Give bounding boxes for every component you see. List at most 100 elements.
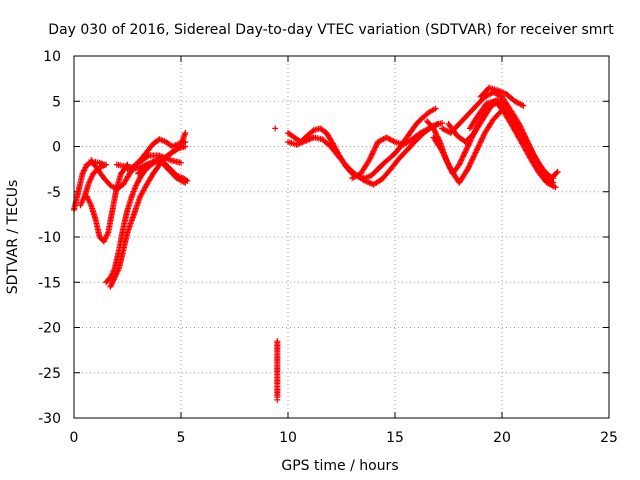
- data-point: [372, 144, 379, 151]
- data-point: [461, 150, 468, 157]
- data-point: [366, 157, 373, 164]
- data-point: [469, 156, 476, 163]
- y-tick-label: -15: [38, 275, 61, 291]
- y-axis-label: SDTVAR / TECUs: [5, 180, 21, 295]
- data-point: [439, 119, 446, 126]
- data-point: [474, 145, 481, 152]
- data-point: [367, 154, 374, 161]
- data-point: [372, 143, 379, 150]
- data-point: [462, 148, 469, 155]
- data-points: [71, 84, 561, 403]
- data-point: [433, 130, 440, 137]
- data-point: [371, 145, 378, 152]
- data-point: [431, 126, 438, 133]
- data-point: [443, 157, 450, 164]
- y-tick-label: 0: [52, 140, 61, 156]
- data-point: [369, 150, 376, 157]
- data-point: [444, 159, 451, 166]
- data-point: [461, 149, 468, 156]
- data-point: [443, 156, 450, 163]
- data-point: [468, 159, 475, 166]
- data-point: [460, 152, 467, 159]
- data-point: [480, 132, 487, 139]
- data-point: [464, 166, 471, 173]
- data-point: [520, 102, 527, 109]
- data-point: [473, 148, 480, 155]
- data-point: [466, 163, 473, 170]
- data-point: [430, 125, 437, 132]
- data-point: [272, 125, 279, 132]
- data-point: [439, 148, 446, 155]
- x-tick-label: 20: [493, 430, 511, 446]
- data-point: [368, 151, 375, 158]
- x-tick-label: 25: [600, 430, 618, 446]
- data-point: [459, 154, 466, 161]
- data-point: [464, 143, 471, 150]
- data-point: [470, 154, 477, 161]
- data-point: [468, 157, 475, 164]
- y-tick-label: 5: [52, 94, 61, 110]
- data-point: [473, 146, 480, 153]
- data-point: [472, 150, 479, 157]
- data-point: [370, 148, 377, 155]
- data-point: [470, 153, 477, 160]
- y-tick-label: -20: [38, 321, 61, 337]
- data-point: [441, 152, 448, 159]
- data-point: [432, 105, 439, 112]
- data-point: [433, 132, 440, 139]
- data-point: [478, 136, 485, 143]
- data-point: [182, 129, 189, 136]
- data-point: [467, 160, 474, 167]
- data-point: [274, 396, 281, 403]
- data-point: [553, 169, 560, 176]
- data-point: [184, 177, 191, 184]
- chart-title: Day 030 of 2016, Sidereal Day-to-day VTE…: [48, 22, 614, 38]
- data-point: [373, 141, 380, 148]
- plot-frame: [73, 55, 610, 419]
- data-point: [465, 164, 472, 171]
- x-tick-label: 0: [70, 430, 79, 446]
- y-tick-label: -25: [38, 366, 61, 382]
- data-point: [476, 141, 483, 148]
- data-point: [445, 160, 452, 167]
- data-point: [445, 161, 452, 168]
- y-tick-label: -5: [47, 185, 61, 201]
- data-point: [446, 163, 453, 170]
- data-point: [466, 161, 473, 168]
- data-point: [432, 129, 439, 136]
- data-point: [439, 149, 446, 156]
- grid-lines: [74, 56, 609, 418]
- data-point: [370, 147, 377, 154]
- data-point: [434, 120, 441, 127]
- data-point: [477, 138, 484, 145]
- data-point: [368, 152, 375, 159]
- data-point: [458, 156, 465, 163]
- data-point: [552, 184, 559, 191]
- data-point: [479, 135, 486, 142]
- data-point: [182, 138, 189, 145]
- y-tick-label: -30: [38, 411, 61, 427]
- data-point: [442, 154, 449, 161]
- y-tick-label: -10: [38, 230, 61, 246]
- data-point: [458, 157, 465, 164]
- data-point: [477, 139, 484, 146]
- data-point: [103, 161, 110, 168]
- x-tick-label: 5: [177, 430, 186, 446]
- data-point: [456, 160, 463, 167]
- data-point: [471, 152, 478, 159]
- data-point: [441, 153, 448, 160]
- data-point: [366, 155, 373, 162]
- x-tick-label: 10: [279, 430, 297, 446]
- data-point: [465, 141, 472, 148]
- data-point: [475, 142, 482, 149]
- data-point: [463, 146, 470, 153]
- x-tick-label: 15: [386, 430, 404, 446]
- data-point: [431, 128, 438, 135]
- data-point: [472, 149, 479, 156]
- data-point: [456, 161, 463, 168]
- data-point: [178, 159, 184, 166]
- data-point: [457, 158, 464, 165]
- data-point: [440, 150, 447, 157]
- y-tick-label: 10: [43, 49, 61, 65]
